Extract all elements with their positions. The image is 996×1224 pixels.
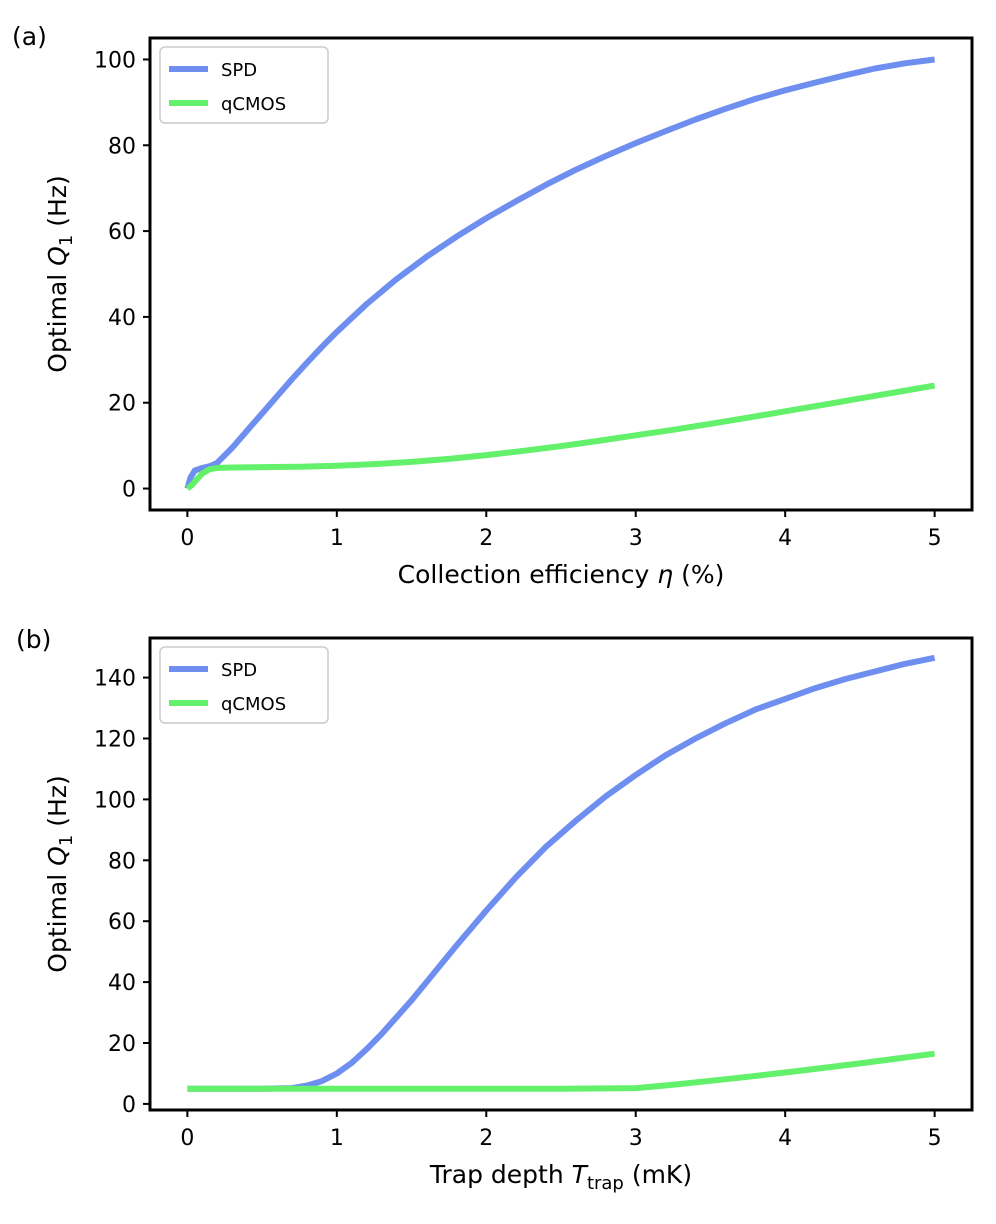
panel-b-x-tick-label: 0: [180, 1126, 194, 1151]
panel-a-y-tick-label: 0: [122, 478, 136, 503]
panel-a-y-tick-label: 80: [108, 134, 136, 159]
panel-a-x-tick-label: 2: [479, 526, 493, 551]
panel-a-x-axis-label: Collection efficiency η (%): [398, 560, 725, 589]
panel-b-y-tick-label: 20: [108, 1032, 136, 1057]
panel-b-x-axis-label: Trap depth Ttrap (mK): [429, 1160, 692, 1194]
panel-b-x-tick-label: 3: [629, 1126, 643, 1151]
panel-a-spd-line: [184, 56, 935, 490]
panel-a-x-tick-label: 0: [180, 526, 194, 551]
panel-b-x-tick-label: 1: [330, 1126, 344, 1151]
panel-b-x-ticks: 0 1 2 3 4 5: [180, 1110, 942, 1151]
panel-b-y-tick-label: 60: [108, 910, 136, 935]
panel-b-y-tick-label: 80: [108, 849, 136, 874]
panel-a-y-ticks: 0 20 40 60 80 100: [94, 48, 150, 503]
panel-a-qcmos-line: [185, 382, 936, 491]
panel-a-x-tick-label: 5: [928, 526, 942, 551]
panel-b-legend-spd-label: SPD: [221, 660, 257, 681]
panel-a-y-tick-label: 100: [94, 48, 136, 73]
panel-b-y-ticks: 0 20 40 60 80 100 120 140: [94, 667, 150, 1118]
panel-b: (b) 0 1 2 3 4 5 0 20 40 60 80 100 120 140 Trap depth…: [16, 625, 974, 1194]
panel-a-legend: SPD qCMOS: [159, 46, 329, 124]
panel-a-x-tick-label: 4: [778, 526, 792, 551]
panel-a-series: [184, 56, 936, 491]
panel-b-x-tick-label: 4: [778, 1126, 792, 1151]
panel-a-label: (a): [12, 22, 47, 51]
panel-b-series: [187, 654, 936, 1092]
panel-b-legend: SPD qCMOS: [159, 646, 329, 724]
panel-a-y-tick-label: 20: [108, 392, 136, 417]
panel-b-qcmos-line: [187, 1050, 935, 1092]
panel-b-spd-line: [187, 654, 936, 1092]
panel-a-x-tick-label: 1: [330, 526, 344, 551]
panel-b-x-tick-label: 5: [928, 1126, 942, 1151]
panel-a-plot-frame: [148, 36, 974, 512]
panel-b-label: (b): [16, 625, 51, 654]
panel-b-x-tick-label: 2: [479, 1126, 493, 1151]
panel-a-legend-qcmos-label: qCMOS: [221, 94, 286, 115]
panel-a-y-tick-label: 40: [108, 306, 136, 331]
panel-b-y-tick-label: 40: [108, 971, 136, 996]
panel-a-legend-spd-label: SPD: [221, 60, 257, 81]
panel-a: (a) 0 1 2 3 4 5 0 20 40 60 80 100 Collection effic…: [12, 22, 974, 589]
panel-a-x-ticks: 0 1 2 3 4 5: [180, 510, 942, 551]
panel-b-y-tick-label: 0: [122, 1093, 136, 1118]
panel-a-y-axis-label: Optimal Q1 (Hz): [43, 175, 77, 372]
panel-b-y-axis-label: Optimal Q1 (Hz): [43, 775, 77, 972]
panel-b-y-tick-label: 120: [94, 727, 136, 752]
panel-b-y-tick-label: 140: [94, 667, 136, 692]
panel-a-x-tick-label: 3: [629, 526, 643, 551]
panel-b-plot-frame: [148, 636, 974, 1112]
panel-b-y-tick-label: 100: [94, 788, 136, 813]
panel-b-legend-qcmos-label: qCMOS: [221, 694, 286, 715]
panel-a-y-tick-label: 60: [108, 220, 136, 245]
